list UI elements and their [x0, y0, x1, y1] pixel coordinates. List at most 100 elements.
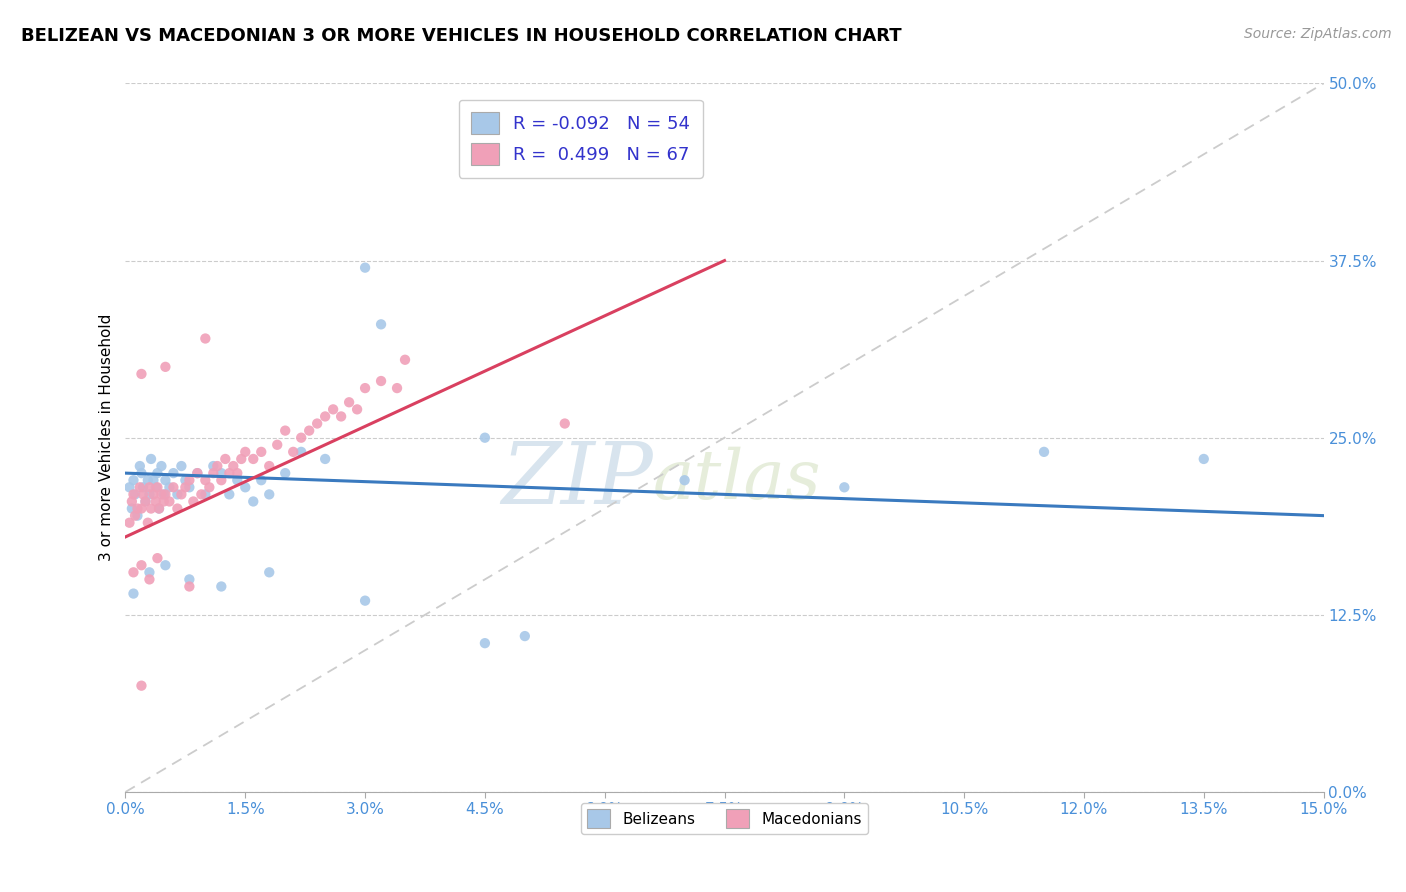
Point — [150, 458, 173, 473]
Point — [155, 473, 177, 487]
Point — [222, 458, 245, 473]
Point — [174, 480, 197, 494]
Point — [290, 445, 312, 459]
Point — [330, 409, 353, 424]
Point — [257, 458, 280, 473]
Point — [1192, 452, 1215, 467]
Point — [155, 359, 177, 374]
Point — [337, 395, 360, 409]
Point — [207, 458, 229, 473]
Point — [474, 431, 496, 445]
Point — [153, 487, 176, 501]
Point — [209, 579, 232, 593]
Point — [834, 480, 856, 494]
Point — [146, 466, 169, 480]
Point — [155, 487, 177, 501]
Point — [162, 480, 184, 494]
Point — [131, 466, 153, 480]
Text: Source: ZipAtlas.com: Source: ZipAtlas.com — [1244, 27, 1392, 41]
Point — [138, 566, 160, 580]
Point — [186, 466, 208, 480]
Point — [153, 494, 176, 508]
Point — [150, 487, 173, 501]
Point — [170, 487, 193, 501]
Point — [136, 516, 159, 530]
Point — [132, 480, 155, 494]
Point — [194, 331, 217, 345]
Point — [142, 487, 165, 501]
Text: ZIP: ZIP — [501, 439, 652, 522]
Y-axis label: 3 or more Vehicles in Household: 3 or more Vehicles in Household — [100, 314, 114, 561]
Point — [134, 494, 156, 508]
Point — [226, 473, 249, 487]
Point — [186, 466, 208, 480]
Point — [124, 508, 146, 523]
Point — [179, 573, 201, 587]
Point — [209, 466, 232, 480]
Point — [174, 473, 197, 487]
Point — [138, 487, 160, 501]
Point — [190, 487, 212, 501]
Point — [155, 558, 177, 573]
Point — [394, 352, 416, 367]
Point — [322, 402, 344, 417]
Point — [127, 501, 149, 516]
Point — [257, 487, 280, 501]
Point — [124, 487, 146, 501]
Point — [138, 573, 160, 587]
Point — [218, 466, 240, 480]
Point — [166, 501, 188, 516]
Point — [128, 458, 150, 473]
Point — [266, 438, 288, 452]
Point — [226, 466, 249, 480]
Point — [122, 566, 145, 580]
Point — [554, 417, 576, 431]
Point — [202, 466, 225, 480]
Point — [122, 487, 145, 501]
Point — [146, 551, 169, 566]
Point — [139, 452, 162, 467]
Point — [354, 381, 377, 395]
Point — [194, 473, 217, 487]
Point — [139, 501, 162, 516]
Text: atlas: atlas — [652, 447, 821, 514]
Point — [354, 260, 377, 275]
Text: BELIZEAN VS MACEDONIAN 3 OR MORE VEHICLES IN HOUSEHOLD CORRELATION CHART: BELIZEAN VS MACEDONIAN 3 OR MORE VEHICLE… — [21, 27, 901, 45]
Point — [179, 480, 201, 494]
Point — [290, 431, 312, 445]
Point — [127, 508, 149, 523]
Point — [513, 629, 536, 643]
Point — [118, 480, 141, 494]
Point — [136, 473, 159, 487]
Point — [274, 466, 297, 480]
Point — [202, 458, 225, 473]
Point — [131, 367, 153, 381]
Point — [370, 374, 392, 388]
Point — [474, 636, 496, 650]
Point — [354, 593, 377, 607]
Point — [257, 566, 280, 580]
Point — [121, 494, 143, 508]
Point — [121, 501, 143, 516]
Point — [307, 417, 329, 431]
Point — [162, 466, 184, 480]
Point — [138, 480, 160, 494]
Point — [250, 473, 273, 487]
Point — [132, 487, 155, 501]
Point — [233, 445, 256, 459]
Point — [128, 480, 150, 494]
Legend: Belizeans, Macedonians: Belizeans, Macedonians — [581, 803, 868, 834]
Point — [209, 473, 232, 487]
Point — [242, 494, 264, 508]
Point — [170, 458, 193, 473]
Point — [122, 586, 145, 600]
Point — [157, 494, 180, 508]
Point — [146, 480, 169, 494]
Point — [131, 679, 153, 693]
Point — [1033, 445, 1056, 459]
Point — [314, 409, 336, 424]
Point — [131, 501, 153, 516]
Point — [148, 501, 170, 516]
Point — [673, 473, 696, 487]
Point — [145, 480, 167, 494]
